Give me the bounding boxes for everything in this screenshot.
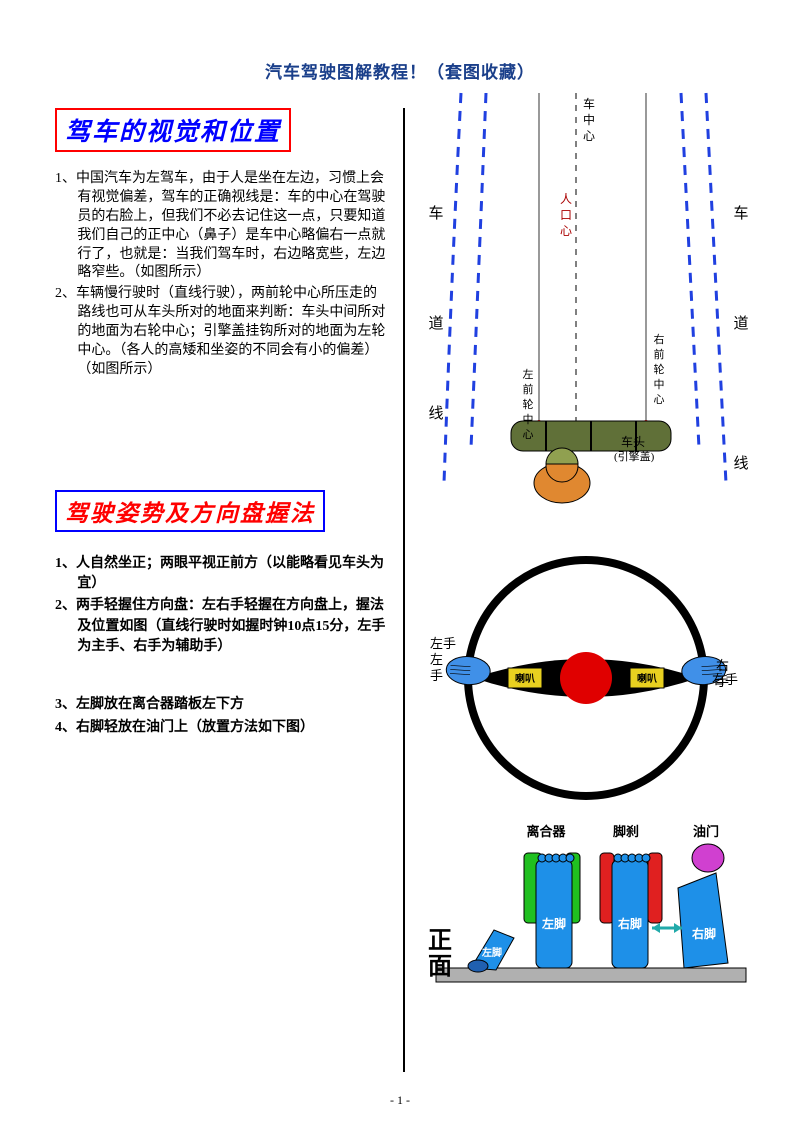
svg-text:车头: 车头 <box>621 434 645 449</box>
page-title: 汽车驾驶图解教程！（套图收藏） <box>0 0 800 83</box>
svg-text:轮: 轮 <box>654 362 665 376</box>
pedals-diagram: 离合器脚刹油门正面左脚左脚右脚右脚 <box>416 818 756 1008</box>
svg-text:左脚: 左脚 <box>541 916 566 931</box>
svg-text:喇叭: 喇叭 <box>637 672 657 685</box>
section2-p4: 4、右脚轻放在油门上（放置方法如下图） <box>55 718 389 738</box>
svg-text:中: 中 <box>583 112 595 127</box>
svg-text:手: 手 <box>716 674 729 689</box>
section1-heading: 驾车的视觉和位置 <box>55 108 291 152</box>
svg-text:手: 手 <box>430 668 443 683</box>
svg-text:心: 心 <box>560 224 572 238</box>
svg-text:油门: 油门 <box>693 824 719 839</box>
svg-text:右脚: 右脚 <box>691 926 716 941</box>
svg-text:车: 车 <box>583 96 595 111</box>
section1-p2: 2、车辆慢行驶时（直线行驶），两前轮中心所压走的路线也可从车头所对的地面来判断：… <box>55 285 389 379</box>
svg-text:心: 心 <box>654 393 665 406</box>
svg-text:车: 车 <box>734 205 749 222</box>
svg-text:前: 前 <box>523 382 534 396</box>
section1: 驾车的视觉和位置 1、中国汽车为左驾车，由于人是坐在左边，习惯上会有视觉偏差，驾… <box>55 108 389 380</box>
svg-text:离合器: 离合器 <box>527 824 567 839</box>
left-column: 驾车的视觉和位置 1、中国汽车为左驾车，由于人是坐在左边，习惯上会有视觉偏差，驾… <box>55 108 389 740</box>
section1-p1: 1、中国汽车为左驾车，由于人是坐在左边，习惯上会有视觉偏差，驾车的正确视线是：车… <box>55 170 389 283</box>
svg-text:心: 心 <box>523 428 534 441</box>
svg-text:道: 道 <box>734 315 749 332</box>
svg-text:线: 线 <box>734 455 749 472</box>
section2-p1: 1、人自然坐正；两眼平视正前方（以能略看见车头为宜） <box>55 554 389 595</box>
svg-text:人: 人 <box>560 192 572 206</box>
section2: 驾驶姿势及方向盘握法 1、人自然坐正；两眼平视正前方（以能略看见车头为宜） 2、… <box>55 490 389 738</box>
svg-text:口: 口 <box>560 208 572 222</box>
svg-text:右: 右 <box>654 332 665 346</box>
svg-text:道: 道 <box>429 315 444 332</box>
svg-text:正: 正 <box>428 928 452 954</box>
lane-diagram: 车道线车道线车中心人口心左前轮中心右前轮中心车头(引擎盖) <box>416 88 756 508</box>
svg-text:中: 中 <box>654 378 665 391</box>
right-column: 车道线车道线车中心人口心左前轮中心右前轮中心车头(引擎盖) 喇叭喇叭左手右手左手… <box>416 108 750 1013</box>
section2-heading: 驾驶姿势及方向盘握法 <box>55 490 325 532</box>
section1-body: 1、中国汽车为左驾车，由于人是坐在左边，习惯上会有视觉偏差，驾车的正确视线是：车… <box>55 170 389 380</box>
center-divider <box>403 108 405 1072</box>
svg-text:(引擎盖): (引擎盖) <box>614 449 655 463</box>
svg-text:右脚: 右脚 <box>617 916 642 931</box>
section2-body: 1、人自然坐正；两眼平视正前方（以能略看见车头为宜） 2、两手轻握住方向盘：左右… <box>55 554 389 657</box>
svg-text:心: 心 <box>583 129 595 143</box>
section2-p3: 3、左脚放在离合器踏板左下方 <box>55 695 389 715</box>
svg-text:左: 左 <box>523 368 534 381</box>
svg-text:脚刹: 脚刹 <box>613 824 639 839</box>
svg-text:前: 前 <box>654 347 665 361</box>
svg-text:喇叭: 喇叭 <box>515 672 535 685</box>
svg-text:线: 线 <box>429 405 444 422</box>
svg-text:左手: 左手 <box>430 636 456 651</box>
svg-text:左脚: 左脚 <box>481 946 502 959</box>
svg-text:面: 面 <box>428 954 452 980</box>
svg-text:右: 右 <box>716 658 729 673</box>
section2-body-b: 3、左脚放在离合器踏板左下方 4、右脚轻放在油门上（放置方法如下图） <box>55 695 389 738</box>
steering-wheel-diagram: 喇叭喇叭左手右手左手右手 <box>416 543 756 823</box>
section2-p2: 2、两手轻握住方向盘：左右手轻握在方向盘上，握法及位置如图（直线行驶时如握时钟1… <box>55 596 389 657</box>
svg-text:左: 左 <box>430 652 443 667</box>
page-number: - 1 - <box>0 1093 800 1108</box>
svg-text:轮: 轮 <box>523 397 534 411</box>
content-area: 驾车的视觉和位置 1、中国汽车为左驾车，由于人是坐在左边，习惯上会有视觉偏差，驾… <box>55 108 750 1072</box>
svg-text:车: 车 <box>429 205 444 222</box>
svg-text:中: 中 <box>523 413 534 426</box>
